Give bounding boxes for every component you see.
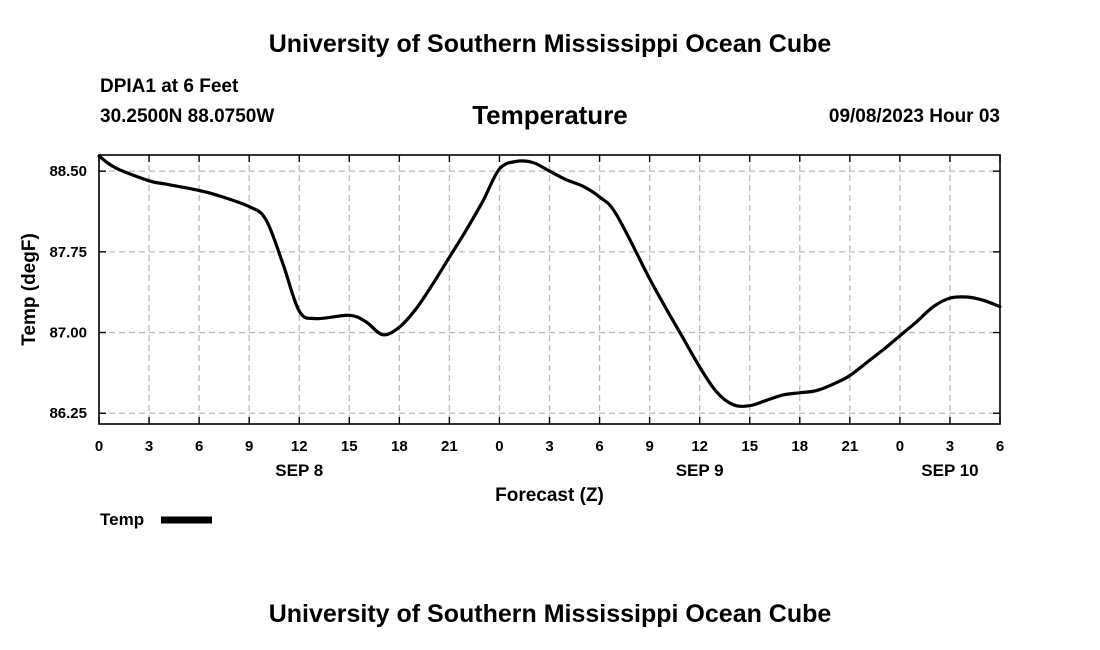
day-label: SEP 10 xyxy=(921,461,978,480)
axis-labels: 0 3 6 9 12 15 18 21 0 3 6 9 12 15 18 21 0 3 6 SEP 8 SEP 9 SEP… xyxy=(19,163,1004,506)
x-tick-label: 0 xyxy=(495,438,503,455)
legend-label: Temp xyxy=(100,510,144,529)
page-title: University of Southern Mississippi Ocean… xyxy=(268,30,832,58)
x-tick-label: 6 xyxy=(595,438,603,455)
x-tick-label: 15 xyxy=(341,438,358,455)
temp-series-line xyxy=(97,154,1002,408)
forecast-datetime: 09/08/2023 Hour 03 xyxy=(828,106,1000,127)
x-tick-label: 0 xyxy=(95,438,103,455)
chart-title: Temperature xyxy=(472,100,628,130)
x-tick-label: 6 xyxy=(195,438,203,455)
y-tick-label: 88.50 xyxy=(49,163,87,180)
x-tick-label: 0 xyxy=(896,438,904,455)
x-tick-label: 21 xyxy=(841,438,858,455)
x-tick-label: 18 xyxy=(391,438,408,455)
x-tick-label: 3 xyxy=(545,438,553,455)
y-tick-label: 87.00 xyxy=(49,325,87,342)
x-tick-label: 18 xyxy=(791,438,808,455)
y-tick-label: 86.25 xyxy=(49,405,87,422)
x-tick-label: 9 xyxy=(645,438,653,455)
x-tick-label: 12 xyxy=(691,438,708,455)
x-tick-label: 3 xyxy=(145,438,153,455)
x-tick-label: 12 xyxy=(291,438,308,455)
series-layer xyxy=(97,154,1002,408)
grid-lines xyxy=(99,155,1000,424)
station-coordinates: 30.2500N 88.0750W xyxy=(100,106,275,127)
day-label: SEP 8 xyxy=(275,461,323,480)
footer-title: University of Southern Mississippi Ocean… xyxy=(268,600,832,628)
y-axis-label: Temp (degF) xyxy=(19,233,40,346)
legend: Temp xyxy=(100,510,212,529)
x-tick-label: 6 xyxy=(996,438,1004,455)
axes xyxy=(98,154,1001,425)
y-tick-label: 87.75 xyxy=(49,244,87,261)
x-tick-label: 9 xyxy=(245,438,253,455)
x-axis-label: Forecast (Z) xyxy=(495,485,604,506)
x-tick-label: 21 xyxy=(441,438,458,455)
x-tick-label: 3 xyxy=(946,438,954,455)
day-label: SEP 9 xyxy=(676,461,724,480)
station-label: DPIA1 at 6 Feet xyxy=(100,76,239,97)
x-tick-label: 15 xyxy=(741,438,758,455)
